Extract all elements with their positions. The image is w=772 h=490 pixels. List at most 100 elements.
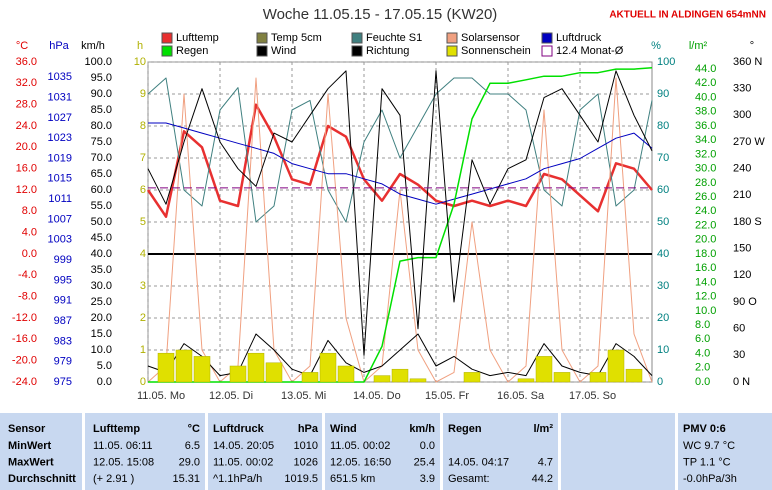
axis-title: l/m² — [689, 40, 708, 52]
tick-label: 1019 — [48, 152, 72, 164]
table-cell: 15.31 — [172, 473, 200, 485]
tick-label: 60 — [657, 184, 669, 196]
table-cell: 651.5 km — [330, 473, 375, 485]
series-line — [146, 103, 653, 218]
tick-label: 4 — [140, 248, 146, 260]
tick-label: 4.0 — [695, 347, 710, 359]
tick-label: 28.0 — [695, 177, 716, 189]
table-cell: 29.0 — [179, 456, 200, 468]
tick-label: 995 — [54, 274, 72, 286]
tick-label: 80.0 — [91, 120, 112, 132]
x-tick-label: 11.05. Mo — [137, 390, 185, 402]
table-cell: 12.05. 16:50 — [330, 456, 391, 468]
tick-label: 85.0 — [91, 104, 112, 116]
tick-label: 0.0 — [97, 376, 112, 388]
tick-label: 8.0 — [695, 319, 710, 331]
tick-label: 70.0 — [91, 152, 112, 164]
legend-label: Sonnenschein — [461, 45, 531, 57]
legend-swatch — [351, 45, 363, 57]
tick-label: 90 O — [733, 296, 757, 308]
tick-label: 30 — [733, 349, 745, 361]
sun-bar — [625, 368, 643, 383]
axis-title: % — [651, 40, 661, 52]
table-cell: 12.05. 15:08 — [93, 456, 154, 468]
tick-label: 60.0 — [91, 184, 112, 196]
sun-bar — [337, 365, 355, 383]
x-tick-label: 17.05. So — [569, 390, 616, 402]
tick-label: 90.0 — [91, 88, 112, 100]
tick-label: 15.0 — [91, 328, 112, 340]
tick-label: 6.0 — [695, 333, 710, 345]
tick-label: 1003 — [48, 234, 72, 246]
tick-label: 35.0 — [91, 264, 112, 276]
tick-label: 0 — [657, 376, 663, 388]
table-header: Wind — [330, 423, 357, 435]
table-header: Sensor — [8, 423, 46, 435]
tick-label: 55.0 — [91, 200, 112, 212]
tick-label: 1031 — [48, 91, 72, 103]
tick-label: 3 — [140, 280, 146, 292]
sun-bar — [301, 372, 319, 383]
legend-swatch — [256, 45, 268, 57]
sun-bar — [553, 372, 571, 383]
tick-label: 16.0 — [695, 262, 716, 274]
legend-swatch — [446, 45, 458, 57]
tick-label: 28.0 — [16, 99, 37, 111]
table-cell: 11.05. 00:02 — [213, 456, 273, 468]
table-header: Luftdruck — [213, 423, 265, 435]
sun-bar — [589, 372, 607, 383]
tick-label: 20.0 — [91, 312, 112, 324]
table-cell: (+ 2.91 ) — [93, 473, 134, 485]
chart-title: Woche 11.05.15 - 17.05.15 (KW20) — [263, 6, 498, 23]
tick-label: 25.0 — [91, 296, 112, 308]
series-line — [147, 70, 653, 356]
banner: AKTUELL IN ALDINGEN 654mNN — [609, 10, 766, 21]
sun-bar — [535, 356, 553, 383]
table-header: hPa — [298, 423, 319, 435]
cell-bg — [678, 413, 772, 490]
table-cell: 11.05. 06:11 — [93, 440, 153, 452]
legend-label: Richtung — [366, 45, 409, 57]
tick-label: 8.0 — [22, 205, 37, 217]
tick-label: 20.0 — [16, 141, 37, 153]
sun-bar — [157, 352, 175, 383]
tick-label: 300 — [733, 109, 751, 121]
sun-bar — [607, 349, 625, 383]
legend-label: 12.4 Monat-Ø — [556, 45, 624, 57]
cell-bg — [325, 413, 440, 490]
row-label: MinWert — [8, 440, 52, 452]
tick-label: -4.0 — [18, 269, 37, 281]
table-cell: WC 9.7 °C — [683, 440, 735, 452]
tick-label: 330 — [733, 83, 751, 95]
x-tick-label: 16.05. Sa — [497, 390, 545, 402]
table-cell: 1010 — [294, 440, 318, 452]
tick-label: -16.0 — [12, 333, 37, 345]
table-cell: 14.05. 04:17 — [448, 456, 509, 468]
tick-label: 12.0 — [695, 291, 716, 303]
axis-title: km/h — [81, 40, 105, 52]
tick-label: 987 — [54, 315, 72, 327]
sun-bar — [463, 372, 481, 383]
tick-label: 24.0 — [16, 120, 37, 132]
tick-label: 100 — [657, 56, 675, 68]
table-cell: 25.4 — [414, 456, 435, 468]
tick-label: 14.0 — [695, 276, 716, 288]
table-cell: 1026 — [294, 456, 318, 468]
cell-bg — [0, 413, 82, 490]
table-cell: ^1.1hPa/h — [213, 473, 262, 485]
tick-label: 360 N — [733, 56, 762, 68]
table-header: l/m² — [533, 423, 553, 435]
table-cell: 6.5 — [185, 440, 200, 452]
tick-label: 1035 — [48, 71, 72, 83]
tick-label: 36.0 — [695, 120, 716, 132]
table-cell: 14.05. 20:05 — [213, 440, 274, 452]
tick-label: 40.0 — [695, 91, 716, 103]
table-header: km/h — [409, 423, 435, 435]
tick-label: 0 — [140, 376, 146, 388]
axis-title: °C — [16, 40, 28, 52]
tick-label: 10.0 — [695, 305, 716, 317]
table-cell: 44.2 — [532, 473, 553, 485]
legend-label: Solarsensor — [461, 32, 520, 44]
tick-label: 40.0 — [91, 248, 112, 260]
